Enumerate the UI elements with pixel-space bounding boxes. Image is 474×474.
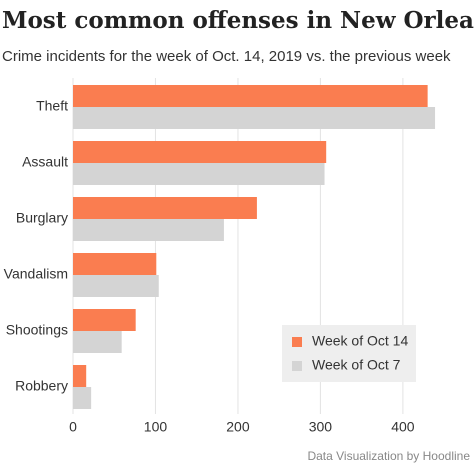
- x-tick-label: 200: [226, 419, 250, 435]
- x-tick-label: 0: [69, 419, 77, 435]
- legend-swatch: [292, 337, 302, 347]
- legend-box: [282, 325, 416, 382]
- y-tick-label: Burglary: [16, 210, 68, 226]
- y-tick-label: Assault: [22, 154, 68, 170]
- legend-label: Week of Oct 14: [312, 333, 408, 349]
- y-tick-label: Shootings: [6, 322, 68, 338]
- x-tick-label: 400: [391, 419, 415, 435]
- chart-subtitle: Crime incidents for the week of Oct. 14,…: [2, 48, 451, 65]
- y-tick-label: Robbery: [15, 378, 68, 394]
- y-tick-label: Vandalism: [4, 266, 68, 282]
- bar: [73, 163, 325, 185]
- bar: [73, 107, 436, 129]
- bar: [73, 309, 136, 331]
- legend-label: Week of Oct 7: [312, 357, 401, 373]
- bar: [73, 253, 157, 275]
- bar: [73, 387, 92, 409]
- x-tick-label: 100: [144, 419, 168, 435]
- credit: Data Visualization by Hoodline: [307, 449, 470, 463]
- bar: [73, 331, 122, 353]
- x-tick-label: 300: [309, 419, 333, 435]
- bar: [73, 141, 327, 163]
- y-tick-label: Theft: [36, 98, 68, 114]
- legend-swatch: [292, 361, 302, 371]
- bar: [73, 275, 159, 297]
- chart-title: Most common offenses in New Orleans: [2, 7, 474, 34]
- bar: [73, 85, 428, 107]
- bar: [73, 197, 257, 219]
- bar: [73, 365, 87, 387]
- bar: [73, 219, 224, 241]
